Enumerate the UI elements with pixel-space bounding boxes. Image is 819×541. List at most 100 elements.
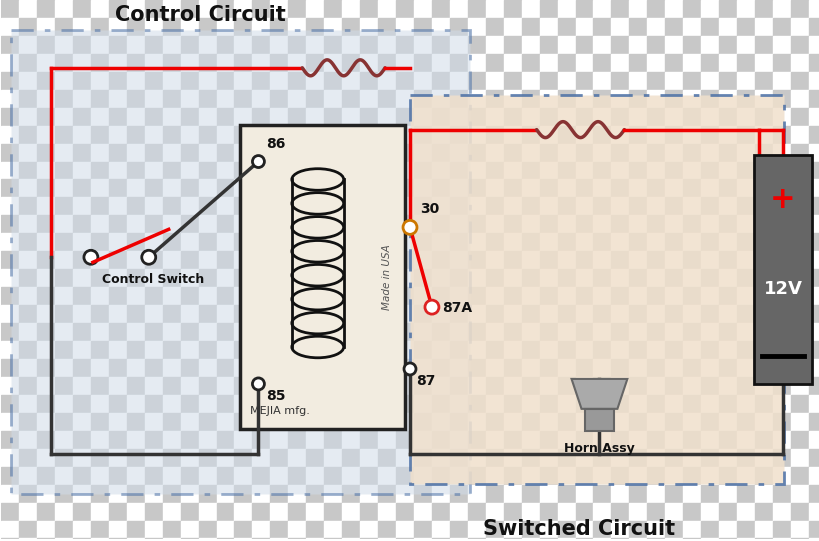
Bar bbox=[91, 126, 109, 143]
Bar bbox=[127, 413, 145, 431]
Bar bbox=[360, 341, 378, 359]
Bar bbox=[360, 197, 378, 215]
Bar bbox=[754, 108, 772, 126]
Bar bbox=[450, 448, 468, 467]
Bar bbox=[378, 503, 396, 520]
Bar bbox=[557, 520, 575, 538]
Bar bbox=[754, 503, 772, 520]
Bar bbox=[378, 287, 396, 305]
Bar bbox=[288, 503, 306, 520]
Bar bbox=[736, 18, 754, 36]
Bar bbox=[324, 180, 342, 197]
Bar bbox=[19, 377, 37, 395]
Bar bbox=[396, 251, 414, 269]
Bar bbox=[288, 395, 306, 413]
Circle shape bbox=[84, 250, 97, 264]
Bar bbox=[485, 108, 503, 126]
Bar bbox=[521, 108, 539, 126]
Bar bbox=[736, 0, 754, 18]
Bar bbox=[700, 143, 718, 162]
Bar bbox=[432, 54, 450, 72]
Bar bbox=[611, 413, 629, 431]
Bar bbox=[629, 520, 646, 538]
Bar bbox=[736, 126, 754, 143]
Bar bbox=[252, 448, 270, 467]
Bar bbox=[145, 395, 162, 413]
Bar bbox=[584, 409, 613, 431]
Bar bbox=[145, 36, 162, 54]
Bar bbox=[19, 90, 37, 108]
Bar bbox=[180, 197, 198, 215]
Bar bbox=[808, 467, 819, 485]
Bar bbox=[109, 18, 127, 36]
Bar bbox=[700, 323, 718, 341]
Bar bbox=[216, 180, 234, 197]
Bar bbox=[306, 503, 324, 520]
Bar bbox=[718, 503, 736, 520]
Bar bbox=[539, 467, 557, 485]
Bar bbox=[772, 233, 790, 251]
Bar bbox=[664, 359, 682, 377]
Bar bbox=[162, 143, 180, 162]
Bar bbox=[396, 108, 414, 126]
Bar bbox=[252, 413, 270, 431]
Bar bbox=[754, 233, 772, 251]
Bar bbox=[611, 54, 629, 72]
Bar bbox=[754, 413, 772, 431]
Bar bbox=[234, 341, 252, 359]
Bar bbox=[396, 126, 414, 143]
Bar bbox=[575, 215, 593, 233]
Bar bbox=[234, 215, 252, 233]
Bar bbox=[682, 305, 700, 323]
Bar bbox=[450, 215, 468, 233]
Bar bbox=[37, 180, 55, 197]
Bar bbox=[700, 90, 718, 108]
Bar bbox=[1, 143, 19, 162]
Bar bbox=[593, 503, 611, 520]
Bar bbox=[593, 448, 611, 467]
Bar bbox=[252, 359, 270, 377]
Bar bbox=[414, 359, 432, 377]
Bar bbox=[468, 72, 485, 90]
Bar bbox=[234, 126, 252, 143]
Bar bbox=[55, 395, 73, 413]
Bar bbox=[646, 520, 664, 538]
Bar bbox=[306, 269, 324, 287]
Bar bbox=[521, 287, 539, 305]
Bar bbox=[73, 413, 91, 431]
Bar bbox=[754, 305, 772, 323]
Bar bbox=[73, 108, 91, 126]
Bar bbox=[109, 162, 127, 180]
Bar bbox=[342, 485, 360, 503]
Bar bbox=[180, 143, 198, 162]
Bar bbox=[162, 269, 180, 287]
Bar bbox=[234, 448, 252, 467]
Bar bbox=[700, 233, 718, 251]
Bar bbox=[270, 395, 288, 413]
Bar bbox=[450, 305, 468, 323]
Bar bbox=[127, 197, 145, 215]
Bar bbox=[521, 233, 539, 251]
Bar bbox=[557, 90, 575, 108]
Bar bbox=[754, 126, 772, 143]
Bar bbox=[485, 485, 503, 503]
Bar bbox=[539, 395, 557, 413]
Bar bbox=[468, 251, 485, 269]
Bar bbox=[162, 503, 180, 520]
Bar bbox=[37, 215, 55, 233]
Bar bbox=[557, 36, 575, 54]
Bar bbox=[808, 233, 819, 251]
Bar bbox=[539, 485, 557, 503]
Bar bbox=[772, 467, 790, 485]
Bar bbox=[342, 126, 360, 143]
Bar bbox=[736, 503, 754, 520]
Bar bbox=[216, 287, 234, 305]
Bar bbox=[700, 538, 718, 541]
Bar bbox=[790, 485, 808, 503]
Bar bbox=[37, 538, 55, 541]
Bar bbox=[288, 180, 306, 197]
Bar bbox=[593, 197, 611, 215]
Bar bbox=[324, 251, 342, 269]
Bar bbox=[450, 413, 468, 431]
Text: 86: 86 bbox=[266, 136, 286, 150]
